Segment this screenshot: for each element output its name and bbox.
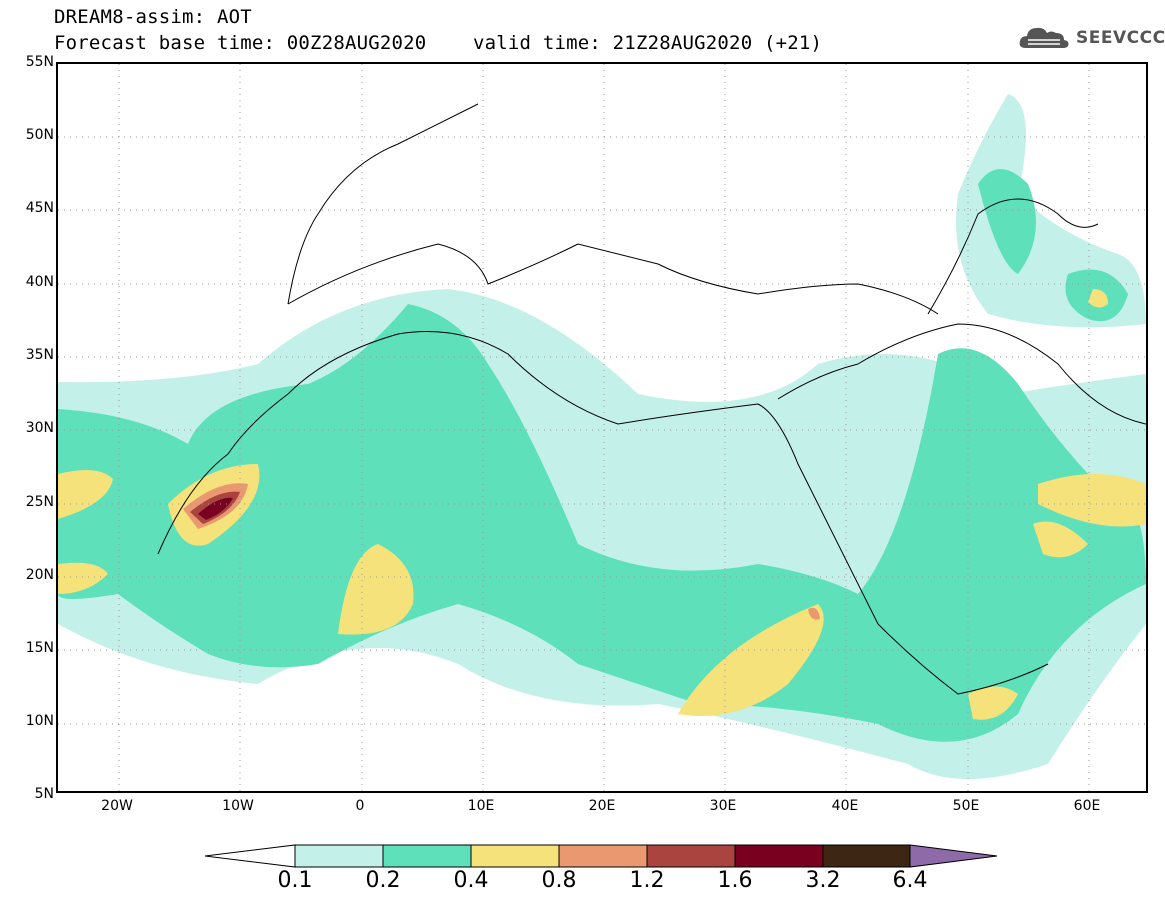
lon-label-0: 0	[355, 798, 365, 814]
aot-contour-0.4-somalia	[968, 686, 1018, 720]
aot-contour-0.8-sudan	[808, 607, 820, 620]
colorbar-label-1.6: 1.6	[717, 868, 753, 893]
lon-label-10e: 10E	[467, 798, 495, 814]
colorbar-bin-2	[382, 844, 472, 868]
aot-contour-1.6	[198, 497, 233, 520]
lat-label-20n: 20N	[25, 567, 54, 583]
colorbar-under	[205, 844, 296, 868]
lat-label-50n: 50N	[25, 127, 54, 143]
forecast-times: Forecast base time: 00Z28AUG2020 valid t…	[54, 32, 823, 54]
seevccc-logo: SEEVCCC	[1018, 24, 1165, 52]
lon-label-10w: 10W	[222, 798, 254, 814]
colorbar-bin-6	[734, 844, 824, 868]
colorbar-bin-3	[470, 844, 560, 868]
coastlines	[157, 103, 1146, 695]
colorbar-label-3.2: 3.2	[805, 868, 841, 893]
colorbar-bin-5	[646, 844, 736, 868]
colorbar-label-1.2: 1.2	[629, 868, 665, 893]
lat-label-40n: 40N	[25, 274, 54, 290]
colorbar-bin-4	[558, 844, 648, 868]
map-title: DREAM8-assim: AOT	[54, 6, 252, 28]
colorbar-label-0.4: 0.4	[453, 868, 489, 893]
colorbar-label-0.1: 0.1	[277, 868, 313, 893]
lat-label-5n: 5N	[34, 786, 54, 802]
lon-label-30e: 30E	[709, 798, 737, 814]
lat-label-55n: 55N	[25, 54, 54, 70]
aot-contour-0.4-atlantic-south	[58, 562, 108, 594]
aot-colorbar	[205, 844, 998, 868]
aot-contour-0.1-north	[956, 94, 1146, 328]
colorbar-label-0.2: 0.2	[365, 868, 401, 893]
aot-contour-0.2-east	[978, 169, 1036, 274]
lon-label-20e: 20E	[588, 798, 616, 814]
aot-contour-0.4-sudan	[678, 604, 824, 716]
colorbar-label-0.8: 0.8	[541, 868, 577, 893]
aot-contour-0.2	[58, 304, 1146, 742]
aot-contour-0.4-mali	[338, 544, 414, 635]
aot-contour-0.4-atlantic	[58, 470, 113, 519]
colorbar-label-6.4: 6.4	[892, 868, 928, 893]
aot-contour-0.4-caspian	[1088, 289, 1108, 308]
colorbar-over	[909, 844, 998, 868]
lat-label-35n: 35N	[25, 347, 54, 363]
lat-label-30n: 30N	[25, 420, 54, 436]
aot-map	[58, 64, 1146, 791]
aot-contour-0.4-oman	[1033, 521, 1088, 558]
aot-contour-0.4-arabia	[1038, 474, 1146, 527]
lat-label-10n: 10N	[25, 713, 54, 729]
lat-label-15n: 15N	[25, 640, 54, 656]
colorbar-bin-1	[294, 844, 384, 868]
lon-label-60e: 60E	[1073, 798, 1101, 814]
lon-label-50e: 50E	[952, 798, 980, 814]
lat-label-45n: 45N	[25, 200, 54, 216]
lon-label-40e: 40E	[831, 798, 859, 814]
cloud-icon	[1019, 27, 1069, 48]
lon-label-20w: 20W	[101, 798, 133, 814]
map-area	[56, 62, 1148, 793]
colorbar-bin-7	[822, 844, 911, 868]
logo-text: SEEVCCC	[1076, 28, 1165, 48]
lat-label-25n: 25N	[25, 494, 54, 510]
